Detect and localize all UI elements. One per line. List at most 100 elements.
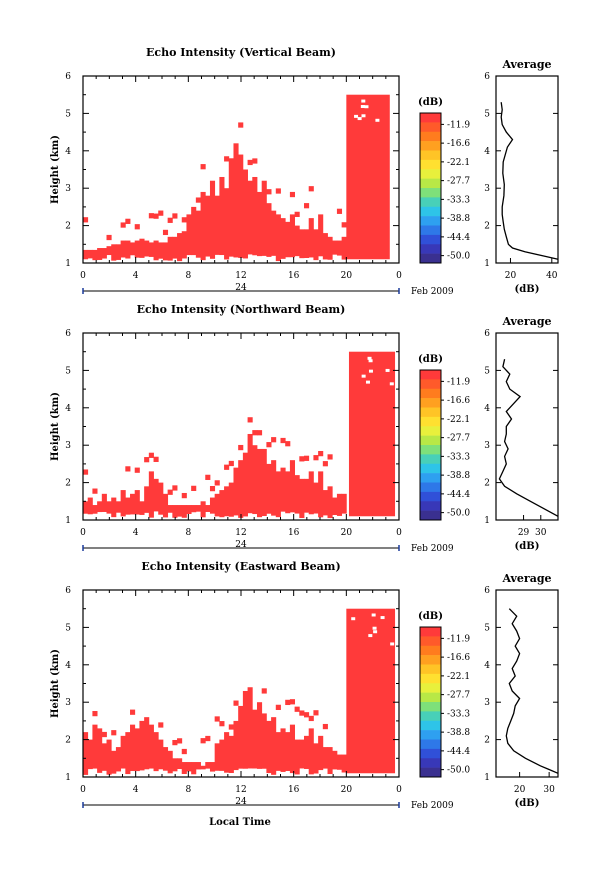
echo-column — [275, 214, 281, 262]
storm-gap — [360, 105, 365, 109]
echo-column — [219, 176, 225, 256]
average-y-tick-label: 5 — [484, 366, 490, 376]
echo-column — [242, 169, 248, 259]
echo-column — [139, 720, 145, 771]
storm-gap — [380, 616, 385, 620]
y-tick-label: 6 — [65, 329, 71, 339]
echo-column — [120, 490, 126, 517]
colorbar-tick-label: -27.7 — [447, 177, 470, 187]
colorbar-swatch — [420, 730, 441, 740]
colorbar-swatch — [420, 216, 441, 226]
average-x-tick-label: 40 — [546, 271, 558, 281]
echo-fragment — [92, 488, 98, 494]
colorbar-swatch — [420, 445, 441, 455]
x-tick-label: 16 — [288, 271, 300, 281]
echo-column — [275, 732, 281, 771]
echo-fragment — [271, 437, 277, 443]
y-tick-label: 4 — [65, 404, 71, 414]
echo-column — [256, 191, 263, 257]
echo-fragment — [153, 213, 159, 219]
echo-fragment — [322, 723, 328, 730]
echo-column — [101, 248, 107, 259]
colorbar-swatch — [420, 664, 441, 675]
colorbar-swatch — [420, 645, 441, 656]
echo-column — [318, 214, 324, 257]
colorbar-swatch — [420, 692, 441, 703]
date-label: Feb 2009 — [411, 801, 454, 811]
x-tick-label: 8 — [185, 785, 191, 795]
echo-column — [111, 497, 117, 518]
echo-fragment — [327, 454, 333, 460]
echo-column — [313, 482, 319, 514]
echo-fragment — [134, 224, 140, 230]
echo-fragment — [111, 730, 117, 736]
panel-title: Echo Intensity (Vertical Beam) — [146, 46, 336, 59]
storm-gap — [371, 613, 376, 617]
average-y-tick-label: 3 — [484, 184, 490, 194]
echo-fragment — [167, 489, 173, 495]
storm-gap — [385, 368, 390, 372]
x-tick-label: 0 — [80, 785, 86, 795]
echo-column — [125, 732, 131, 775]
colorbar-swatch — [420, 388, 441, 399]
average-frame — [495, 75, 559, 264]
echo-column — [285, 732, 291, 772]
y-tick-label: 6 — [65, 72, 71, 82]
echo-column — [280, 728, 286, 772]
panel-title: Echo Intensity (Northward Beam) — [137, 303, 346, 316]
storm-gap — [361, 99, 366, 103]
echo-fragment — [224, 156, 230, 162]
echo-fragment — [318, 450, 324, 457]
echo-column — [327, 236, 333, 260]
echo-column — [238, 154, 244, 258]
average-profile-line — [498, 359, 559, 517]
storm-gap — [361, 114, 366, 118]
echo-column — [148, 242, 154, 257]
colorbar-swatch — [420, 758, 441, 768]
y-tick-label: 1 — [65, 259, 71, 269]
vertical-beam-panel: Echo Intensity (Vertical Beam)0 4 8 12 16 20 0… — [50, 46, 559, 297]
echo-fragment — [209, 485, 216, 492]
echo-column — [224, 486, 230, 517]
average-profile-line — [505, 608, 559, 774]
x-tick-label: 12 — [235, 271, 246, 281]
colorbar-frame — [419, 369, 442, 521]
echo-column — [228, 158, 234, 257]
echo-column — [299, 739, 305, 769]
echo-column — [111, 750, 117, 774]
x-tick-label: 12 — [235, 528, 246, 538]
echo-column — [247, 180, 253, 255]
echo-fragment — [181, 217, 187, 223]
average-y-tick-label: 6 — [484, 329, 490, 339]
echo-column — [214, 743, 220, 771]
colorbar-swatch — [420, 673, 441, 684]
average-x-label: (dB) — [515, 284, 540, 295]
echo-column — [191, 505, 197, 513]
echo-fragment — [280, 437, 286, 444]
echo-column — [195, 505, 201, 512]
echo-column — [181, 505, 187, 518]
echo-fragment — [228, 460, 234, 467]
colorbar-tick-label: -38.8 — [447, 471, 470, 481]
colorbar-swatch — [420, 473, 441, 483]
echo-column — [285, 471, 291, 514]
echo-fragment — [125, 466, 131, 472]
average-y-tick-label: 3 — [484, 698, 490, 708]
echo-column — [271, 460, 277, 516]
echo-column — [252, 445, 258, 515]
echo-column — [130, 724, 136, 772]
colorbar-tick-label: -44.4 — [447, 747, 470, 757]
colorbar-tick-label: -38.8 — [447, 728, 470, 738]
echo-column — [158, 739, 164, 770]
echo-column — [139, 501, 145, 515]
colorbar-tick-label: -11.9 — [447, 120, 470, 130]
colorbar-frame — [419, 626, 442, 778]
echo-fragment — [285, 699, 291, 706]
storm-gap — [365, 380, 370, 384]
y-tick-label: 2 — [65, 222, 71, 232]
echo-fragment — [148, 213, 154, 219]
echo-fragment — [294, 211, 300, 217]
echo-column — [233, 467, 239, 516]
echo-fragment — [205, 735, 211, 742]
x-tick-label: 8 — [185, 271, 191, 281]
